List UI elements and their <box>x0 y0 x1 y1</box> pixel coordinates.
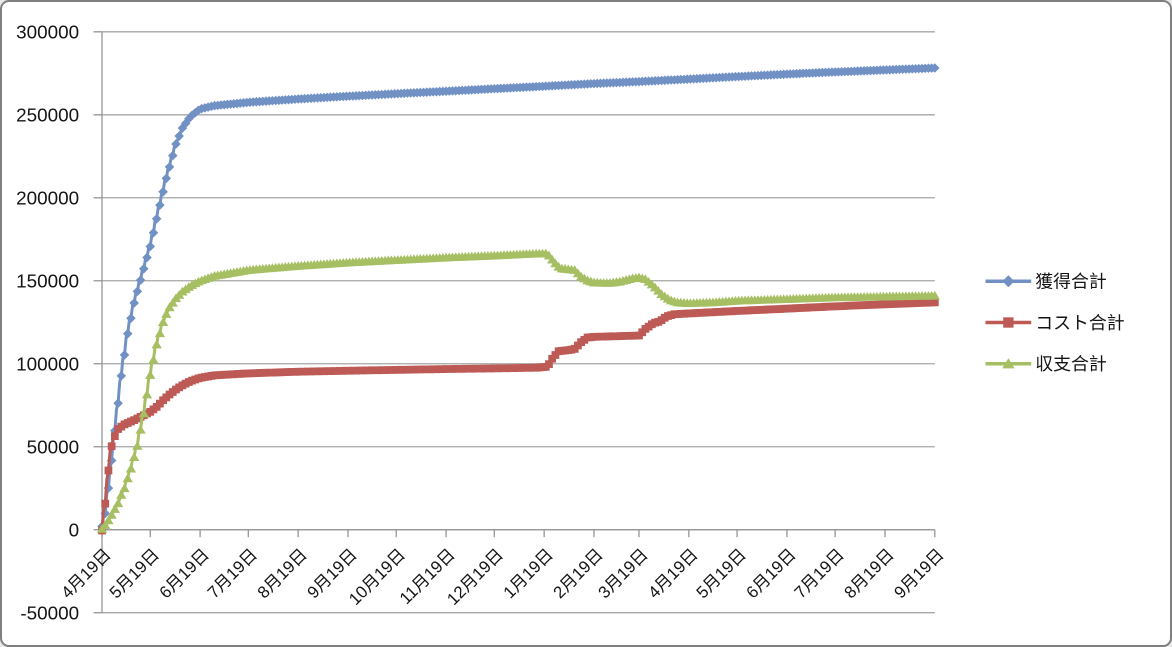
legend-item-acquired-total[interactable]: 獲得合計 <box>985 272 1107 292</box>
legend-label: 獲得合計 <box>1035 272 1107 292</box>
legend-item-cost-total[interactable]: コスト合計 <box>985 313 1125 333</box>
x-axis-label: 8月19日 <box>841 545 898 602</box>
axes <box>101 31 936 613</box>
x-axis-label: 9月19日 <box>890 545 947 602</box>
x-axis-label: 8月19日 <box>254 545 311 602</box>
y-axis-labels: -50000 0 50000 100000 150000 200000 250000 3000… <box>16 23 79 625</box>
legend-label: 収支合計 <box>1035 354 1107 374</box>
x-axis-label: 4月19日 <box>644 545 701 602</box>
x-axis-label: 7月19日 <box>791 545 848 602</box>
series-cost-total-markers <box>98 298 939 535</box>
diamond-marker-icon <box>1002 275 1015 288</box>
x-axis-label: 7月19日 <box>204 545 261 602</box>
triangle-marker-icon <box>1002 358 1015 369</box>
x-axis-label: 3月19日 <box>595 545 652 602</box>
series-balance-total-markers <box>96 248 940 533</box>
series-cost-total <box>98 298 939 535</box>
x-axis-label: 6月19日 <box>156 545 213 602</box>
y-axis-label: 200000 <box>16 189 79 210</box>
x-axis-label: 4月19日 <box>58 545 115 602</box>
y-axis-label: -50000 <box>20 603 79 624</box>
gridlines <box>93 31 935 614</box>
legend-item-balance-total[interactable]: 収支合計 <box>985 354 1107 374</box>
series-cost-total-line <box>100 300 935 531</box>
square-marker-icon <box>1003 317 1014 328</box>
y-axis-label: 150000 <box>16 272 79 293</box>
x-axis-label: 5月19日 <box>106 545 163 602</box>
x-axis-label: 1月19日 <box>500 545 557 602</box>
y-axis-label: 50000 <box>27 438 79 459</box>
y-axis-label: 100000 <box>16 355 79 376</box>
y-axis-label: 0 <box>69 521 80 542</box>
y-axis-label: 250000 <box>16 106 79 127</box>
y-axis-label: 300000 <box>16 23 79 44</box>
legend-label: コスト合計 <box>1035 313 1124 333</box>
series-acquired-total <box>97 63 940 532</box>
x-axis-label: 6月19日 <box>742 545 799 602</box>
x-axis-label: 5月19日 <box>693 545 750 602</box>
x-axis-labels: 4月19日5月19日6月19日7月19日8月19日9月19日10月19日11月1… <box>58 545 948 609</box>
series-balance-total <box>96 248 940 533</box>
